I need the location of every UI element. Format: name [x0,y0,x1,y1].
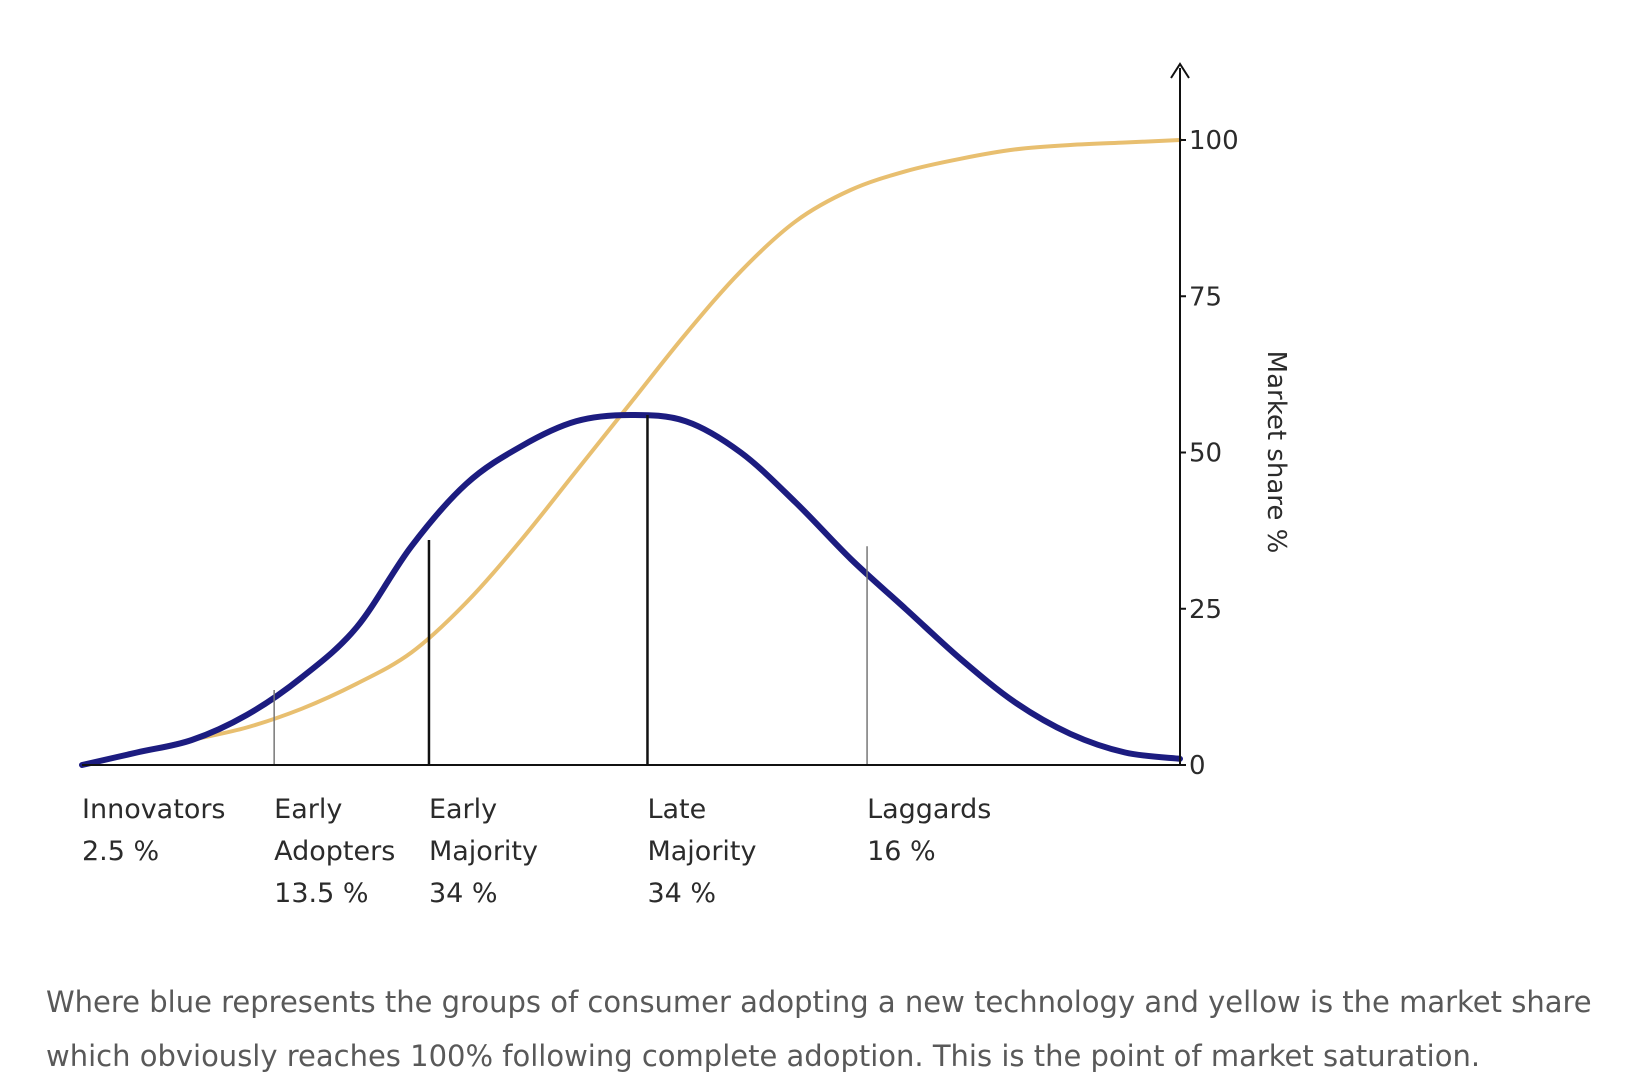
y-axis-arrow [1170,62,1190,79]
chart-caption: Where blue represents the groups of cons… [46,985,1592,1073]
y-tick-label: 25 [1189,595,1222,625]
market-share-curve [80,138,1182,767]
adoption-chart: 0 25 50 75 100 Innovators 2.5 % Early Adopters 1… [79,62,1291,909]
y-tick-label: 100 [1189,126,1239,156]
dividers-layer [273,415,868,765]
segment-labels-layer: Innovators 2.5 % Early Adopters 13.5 % Early M… [82,794,991,909]
segment-label-4: Late Majority 34 % [647,794,756,909]
y-tick-label: 0 [1189,751,1206,781]
segment-label-3: Early Majority 34 % [429,794,538,909]
y-ticks-layer: 0 25 50 75 100 [1180,126,1239,781]
y-axis-label: Market share % [1261,351,1291,554]
axes-layer [82,62,1190,766]
y-tick-label: 75 [1189,282,1222,312]
curves-layer [79,138,1183,768]
adoption-curve [79,412,1183,768]
segment-label-5: Laggards 16 % [867,794,991,867]
y-tick-label: 50 [1189,439,1222,469]
segment-label-2: Early Adopters 13.5 % [274,794,395,909]
segment-label-1: Innovators 2.5 % [82,794,226,867]
